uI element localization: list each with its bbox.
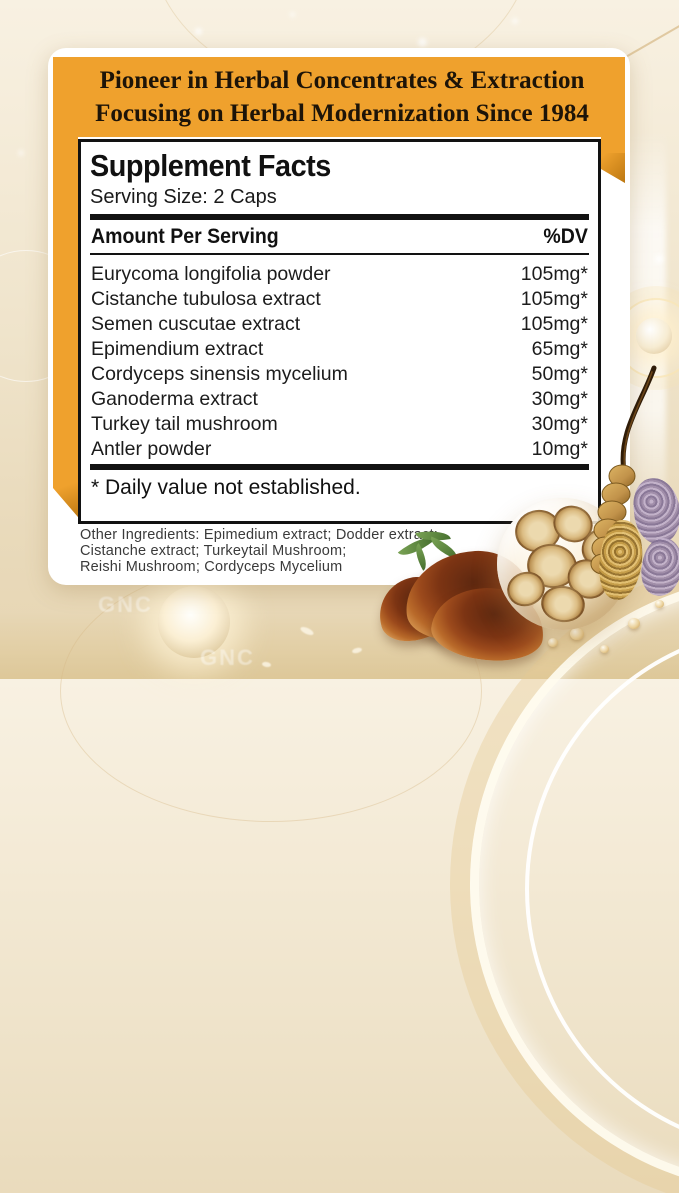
ingredient-amount: 105mg* [520, 263, 588, 285]
ingredient-name: Cordyceps sinensis mycelium [91, 363, 348, 385]
divider-thick [90, 214, 589, 220]
water-droplet [570, 628, 584, 640]
facts-title: Supplement Facts [90, 148, 331, 183]
daily-value-footnote: * Daily value not established. [91, 476, 361, 499]
water-droplet [600, 645, 609, 653]
other-ingredients: Other Ingredients: Epimedium extract; Do… [80, 527, 440, 575]
divider-thick [90, 464, 589, 470]
banner-line-2: Focusing on Herbal Modernization Since 1… [95, 100, 589, 127]
bokeh-dot [655, 255, 663, 263]
other-ingredients-line: Other Ingredients: Epimedium extract; Do… [80, 527, 438, 543]
water-droplet [548, 638, 558, 647]
table-row: Semen cuscutae extract 105mg* [91, 312, 588, 337]
bokeh-dot [195, 28, 202, 35]
brand-banner: Pioneer in Herbal Concentrates & Extract… [62, 64, 622, 130]
table-row: Epimendium extract 65mg* [91, 337, 588, 362]
watermark-text: GNC [98, 592, 153, 617]
ingredient-name: Ganoderma extract [91, 388, 258, 410]
ingredient-amount: 30mg* [531, 388, 588, 410]
ingredient-table: Eurycoma longifolia powder 105mg* Cistan… [90, 255, 589, 464]
glow-orb [158, 586, 230, 658]
water-droplet [628, 618, 640, 629]
ingredient-amount: 65mg* [531, 338, 588, 360]
ingredient-amount: 50mg* [531, 363, 588, 385]
dv-header: %DV [543, 225, 588, 248]
table-row: Eurycoma longifolia powder 105mg* [91, 262, 588, 287]
bokeh-dot [18, 150, 24, 156]
watermark-text: GNC [200, 645, 255, 670]
table-row: Cistanche tubulosa extract 105mg* [91, 287, 588, 312]
ingredient-name: Antler powder [91, 438, 212, 460]
ingredient-amount: 105mg* [520, 313, 588, 335]
table-row: Antler powder 10mg* [91, 437, 588, 462]
bokeh-dot [290, 12, 295, 17]
banner-line-1: Pioneer in Herbal Concentrates & Extract… [99, 67, 585, 94]
other-ingredients-line: Cistanche extract; Turkeytail Mushroom; [80, 542, 347, 559]
bokeh-dot [418, 38, 427, 47]
bokeh-dot [512, 18, 518, 24]
supplement-facts-panel: Supplement Facts Serving Size: 2 Caps Am… [78, 139, 601, 524]
divider-thin [90, 253, 589, 255]
water-droplet [655, 600, 664, 608]
pearl [636, 318, 672, 354]
other-ingredients-line: Reishi Mushroom; Cordyceps Mycelium [80, 558, 343, 575]
ingredient-name: Cistanche tubulosa extract [91, 288, 321, 310]
ingredient-amount: 30mg* [531, 413, 588, 435]
serving-size: Serving Size: 2 Caps [90, 186, 277, 208]
column-headers: Amount Per Serving %DV [90, 220, 589, 253]
amount-per-serving-header: Amount Per Serving [91, 225, 279, 248]
ingredient-name: Epimendium extract [91, 338, 264, 360]
table-row: Cordyceps sinensis mycelium 50mg* [91, 362, 588, 387]
table-row: Turkey tail mushroom 30mg* [91, 412, 588, 437]
ingredient-name: Turkey tail mushroom [91, 413, 278, 435]
ingredient-name: Semen cuscutae extract [91, 313, 301, 335]
ingredient-name: Eurycoma longifolia powder [91, 263, 331, 285]
table-row: Ganoderma extract 30mg* [91, 387, 588, 412]
ingredient-amount: 105mg* [520, 288, 588, 310]
ingredient-amount: 10mg* [531, 438, 588, 460]
